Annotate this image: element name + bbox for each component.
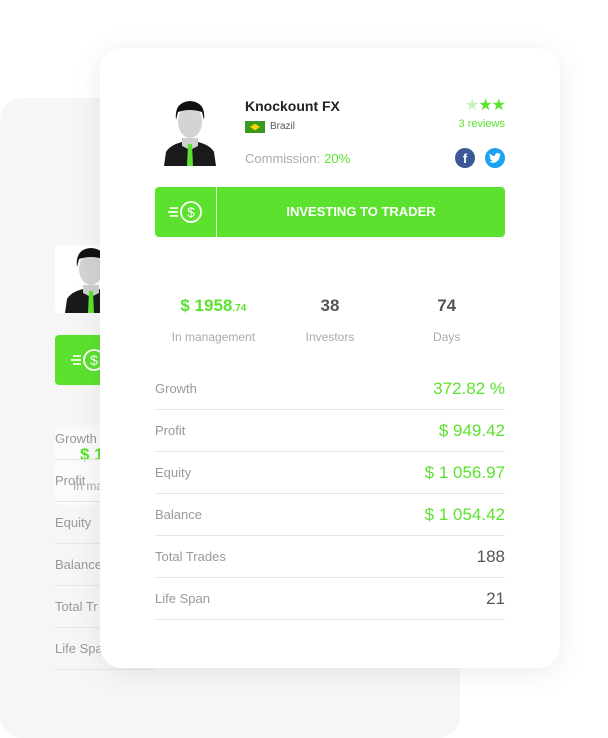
metrics-list: Growth 372.82 % Profit $ 949.42 Equity $ 1 …: [155, 368, 505, 620]
twitter-icon[interactable]: [485, 148, 505, 168]
metric-row-equity: Equity $ 1 056.97: [155, 452, 505, 494]
stat-label: Days: [433, 330, 461, 344]
row-label: Life Spa: [55, 628, 155, 670]
metric-value: $ 1 056.97: [424, 462, 505, 482]
star-icon: ★: [464, 97, 479, 114]
metric-row-balance: Balance $ 1 054.42: [155, 494, 505, 536]
stat-value: $ 1958: [180, 296, 233, 315]
investing-to-trader-button[interactable]: INVESTING TO TRADER: [155, 187, 505, 237]
metric-label: Growth: [155, 381, 197, 396]
country: Brazil: [270, 121, 296, 132]
stat-days: 74 Days: [388, 296, 505, 344]
star-icon: ★: [478, 97, 492, 114]
dollar-coin-speed-icon: [155, 187, 217, 237]
stat-label: In ma: [73, 479, 104, 493]
commission-value: 20%: [324, 151, 351, 166]
rating-stars: ★★★: [464, 95, 506, 115]
metric-label: Life Span: [155, 591, 210, 606]
metric-label: Balance: [155, 507, 202, 522]
stat-in-management: $ 1958.74 In management: [155, 296, 272, 344]
metric-label: Profit: [155, 423, 186, 438]
stat-value: 74: [437, 296, 457, 315]
facebook-icon[interactable]: f: [455, 148, 475, 168]
metric-row-total-trades: Total Trades 188: [155, 536, 505, 578]
metric-value: 21: [486, 588, 505, 608]
trader-name[interactable]: Knockount FX: [245, 98, 340, 114]
metric-row-growth: Growth 372.82 %: [155, 368, 505, 410]
metric-value: 372.82 %: [433, 378, 505, 398]
metric-value: $ 949.42: [438, 420, 505, 440]
reviews-link[interactable]: 3 reviews: [458, 118, 505, 130]
commission-label: Commission:: [245, 151, 321, 166]
button-label: INVESTING TO TRADER: [286, 204, 436, 219]
stats-summary: $ 1958.74 In management 38 Investors 74 Day…: [155, 296, 505, 344]
metric-value: $ 1 054.42: [424, 504, 505, 524]
commission: Commission: 20%: [245, 151, 350, 166]
stat-value-cents: .74: [232, 303, 247, 314]
brazil-flag-icon: [245, 121, 265, 133]
stat-value: 38: [320, 296, 340, 315]
avatar: [160, 98, 220, 166]
metric-value: 188: [476, 546, 505, 566]
metric-label: Total Trades: [155, 549, 226, 564]
star-icon: ★: [491, 97, 506, 114]
stat-label: Investors: [305, 330, 355, 344]
stat-investors: 38 Investors: [272, 296, 389, 344]
trader-card: Knockount FX Brazil Commission: 20% ★★★ 3…: [100, 48, 560, 668]
metric-label: Equity: [155, 465, 192, 480]
stat-label: In management: [171, 330, 256, 344]
metric-row-life-span: Life Span 21: [155, 578, 505, 620]
metric-row-profit: Profit $ 949.42: [155, 410, 505, 452]
